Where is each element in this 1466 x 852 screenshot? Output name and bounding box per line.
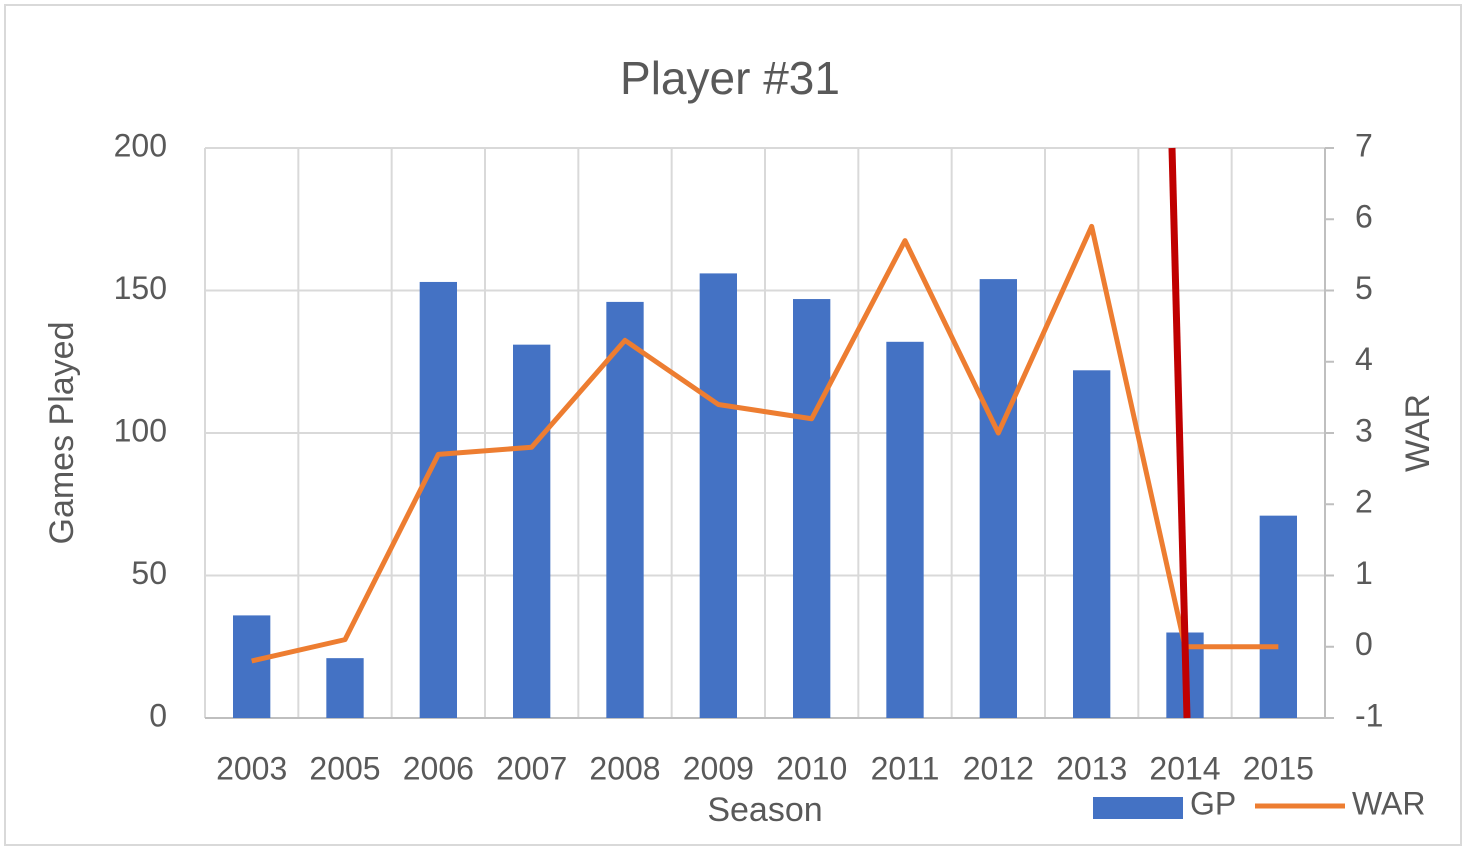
y-tick-label: 150 — [114, 270, 167, 306]
y-axis-title: Games Played — [43, 322, 81, 545]
bar — [513, 344, 551, 718]
y2-tick-label: 1 — [1355, 555, 1373, 591]
x-tick-label: 2011 — [871, 750, 940, 786]
x-tick-label: 2010 — [776, 750, 847, 786]
y-tick-label: 0 — [149, 697, 167, 733]
y-tick-label: 50 — [131, 555, 167, 591]
x-axis-title: Season — [707, 791, 822, 829]
x-tick-label: 2015 — [1243, 750, 1314, 786]
annotation-line — [1168, 147, 1191, 719]
x-tick-label: 2005 — [309, 750, 380, 786]
legend-label: WAR — [1352, 785, 1425, 821]
bar — [886, 341, 924, 718]
x-tick-label: 2013 — [1056, 750, 1127, 786]
bar — [1073, 370, 1111, 718]
y2-axis-title: WAR — [1399, 394, 1437, 472]
y2-tick-label: 7 — [1355, 127, 1373, 163]
x-tick-label: 2012 — [963, 750, 1034, 786]
chart-title: Player #31 — [620, 52, 840, 104]
bar — [233, 615, 271, 718]
legend-label: GP — [1190, 785, 1236, 821]
legend-swatch — [1093, 797, 1183, 819]
y2-tick-label: 3 — [1355, 412, 1373, 448]
bar — [979, 279, 1017, 718]
line — [251, 223, 1279, 664]
bar — [793, 299, 831, 718]
x-tick-label: 2007 — [496, 750, 567, 786]
x-tick-label: 2006 — [403, 750, 474, 786]
bar — [699, 273, 737, 718]
y2-tick-label: 5 — [1355, 270, 1373, 306]
marks — [233, 223, 1297, 718]
legend: GP WAR — [1093, 785, 1425, 821]
y2-tick-label: 2 — [1355, 484, 1373, 520]
x-tick-label: 2008 — [589, 750, 660, 786]
bar — [1259, 515, 1297, 718]
bar — [326, 658, 364, 718]
grid: 0 50 100 150 200 -1 0 1 2 3 4 5 6 7 2003 2005 2006 2007 20… — [114, 127, 1384, 786]
x-tick-label: 2014 — [1149, 750, 1220, 786]
bar — [419, 281, 457, 718]
y2-tick-label: 4 — [1355, 341, 1373, 377]
y2-tick-label: 0 — [1355, 626, 1373, 662]
y-tick-label: 100 — [114, 412, 167, 448]
x-tick-label: 2009 — [683, 750, 754, 786]
y2-tick-label: -1 — [1355, 697, 1383, 733]
bar — [606, 301, 644, 718]
x-tick-label: 2003 — [216, 750, 287, 786]
y-tick-label: 200 — [114, 127, 167, 163]
y2-tick-label: 6 — [1355, 199, 1373, 235]
